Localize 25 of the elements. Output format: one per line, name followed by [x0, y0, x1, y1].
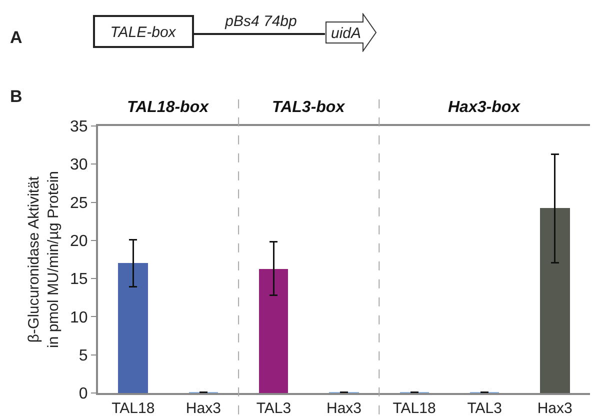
y-tick-label: 10: [70, 309, 88, 326]
x-tick-label: TAL18: [392, 400, 436, 417]
y-tick-label: 15: [70, 271, 88, 288]
text: TAL3-box: [272, 99, 346, 116]
y-tick-label: 25: [70, 194, 88, 212]
y-tick-label: 0: [78, 386, 88, 403]
x-tick-label: Hax3: [537, 400, 572, 417]
bar: [259, 269, 288, 393]
x-tick-label: Hax3: [186, 400, 221, 417]
x-tick-label: TAL18: [112, 400, 155, 417]
x-tick-label: TAL3: [467, 400, 502, 417]
x-tick-label: TAL3: [256, 400, 292, 417]
bar: [118, 263, 148, 393]
x-tick-label: Hax3: [326, 400, 362, 417]
text: TAL18-box: [127, 99, 210, 116]
y-tick-label: 20: [70, 233, 88, 250]
text: Hax3-box: [448, 99, 522, 116]
text: B: [10, 87, 22, 106]
y-axis-title: β-Glucuronidase Aktivität in pmol MU/min/µg Protein: [25, 170, 62, 348]
y-tick-label: 30: [70, 156, 88, 174]
gene-construct-diagram: TALE-box pBs4 74bp uidA: [93, 13, 378, 52]
y-tick-label: 5: [78, 347, 88, 364]
text: A: [10, 28, 22, 47]
y-tick-label: 35: [70, 118, 88, 136]
bar: [540, 208, 570, 393]
